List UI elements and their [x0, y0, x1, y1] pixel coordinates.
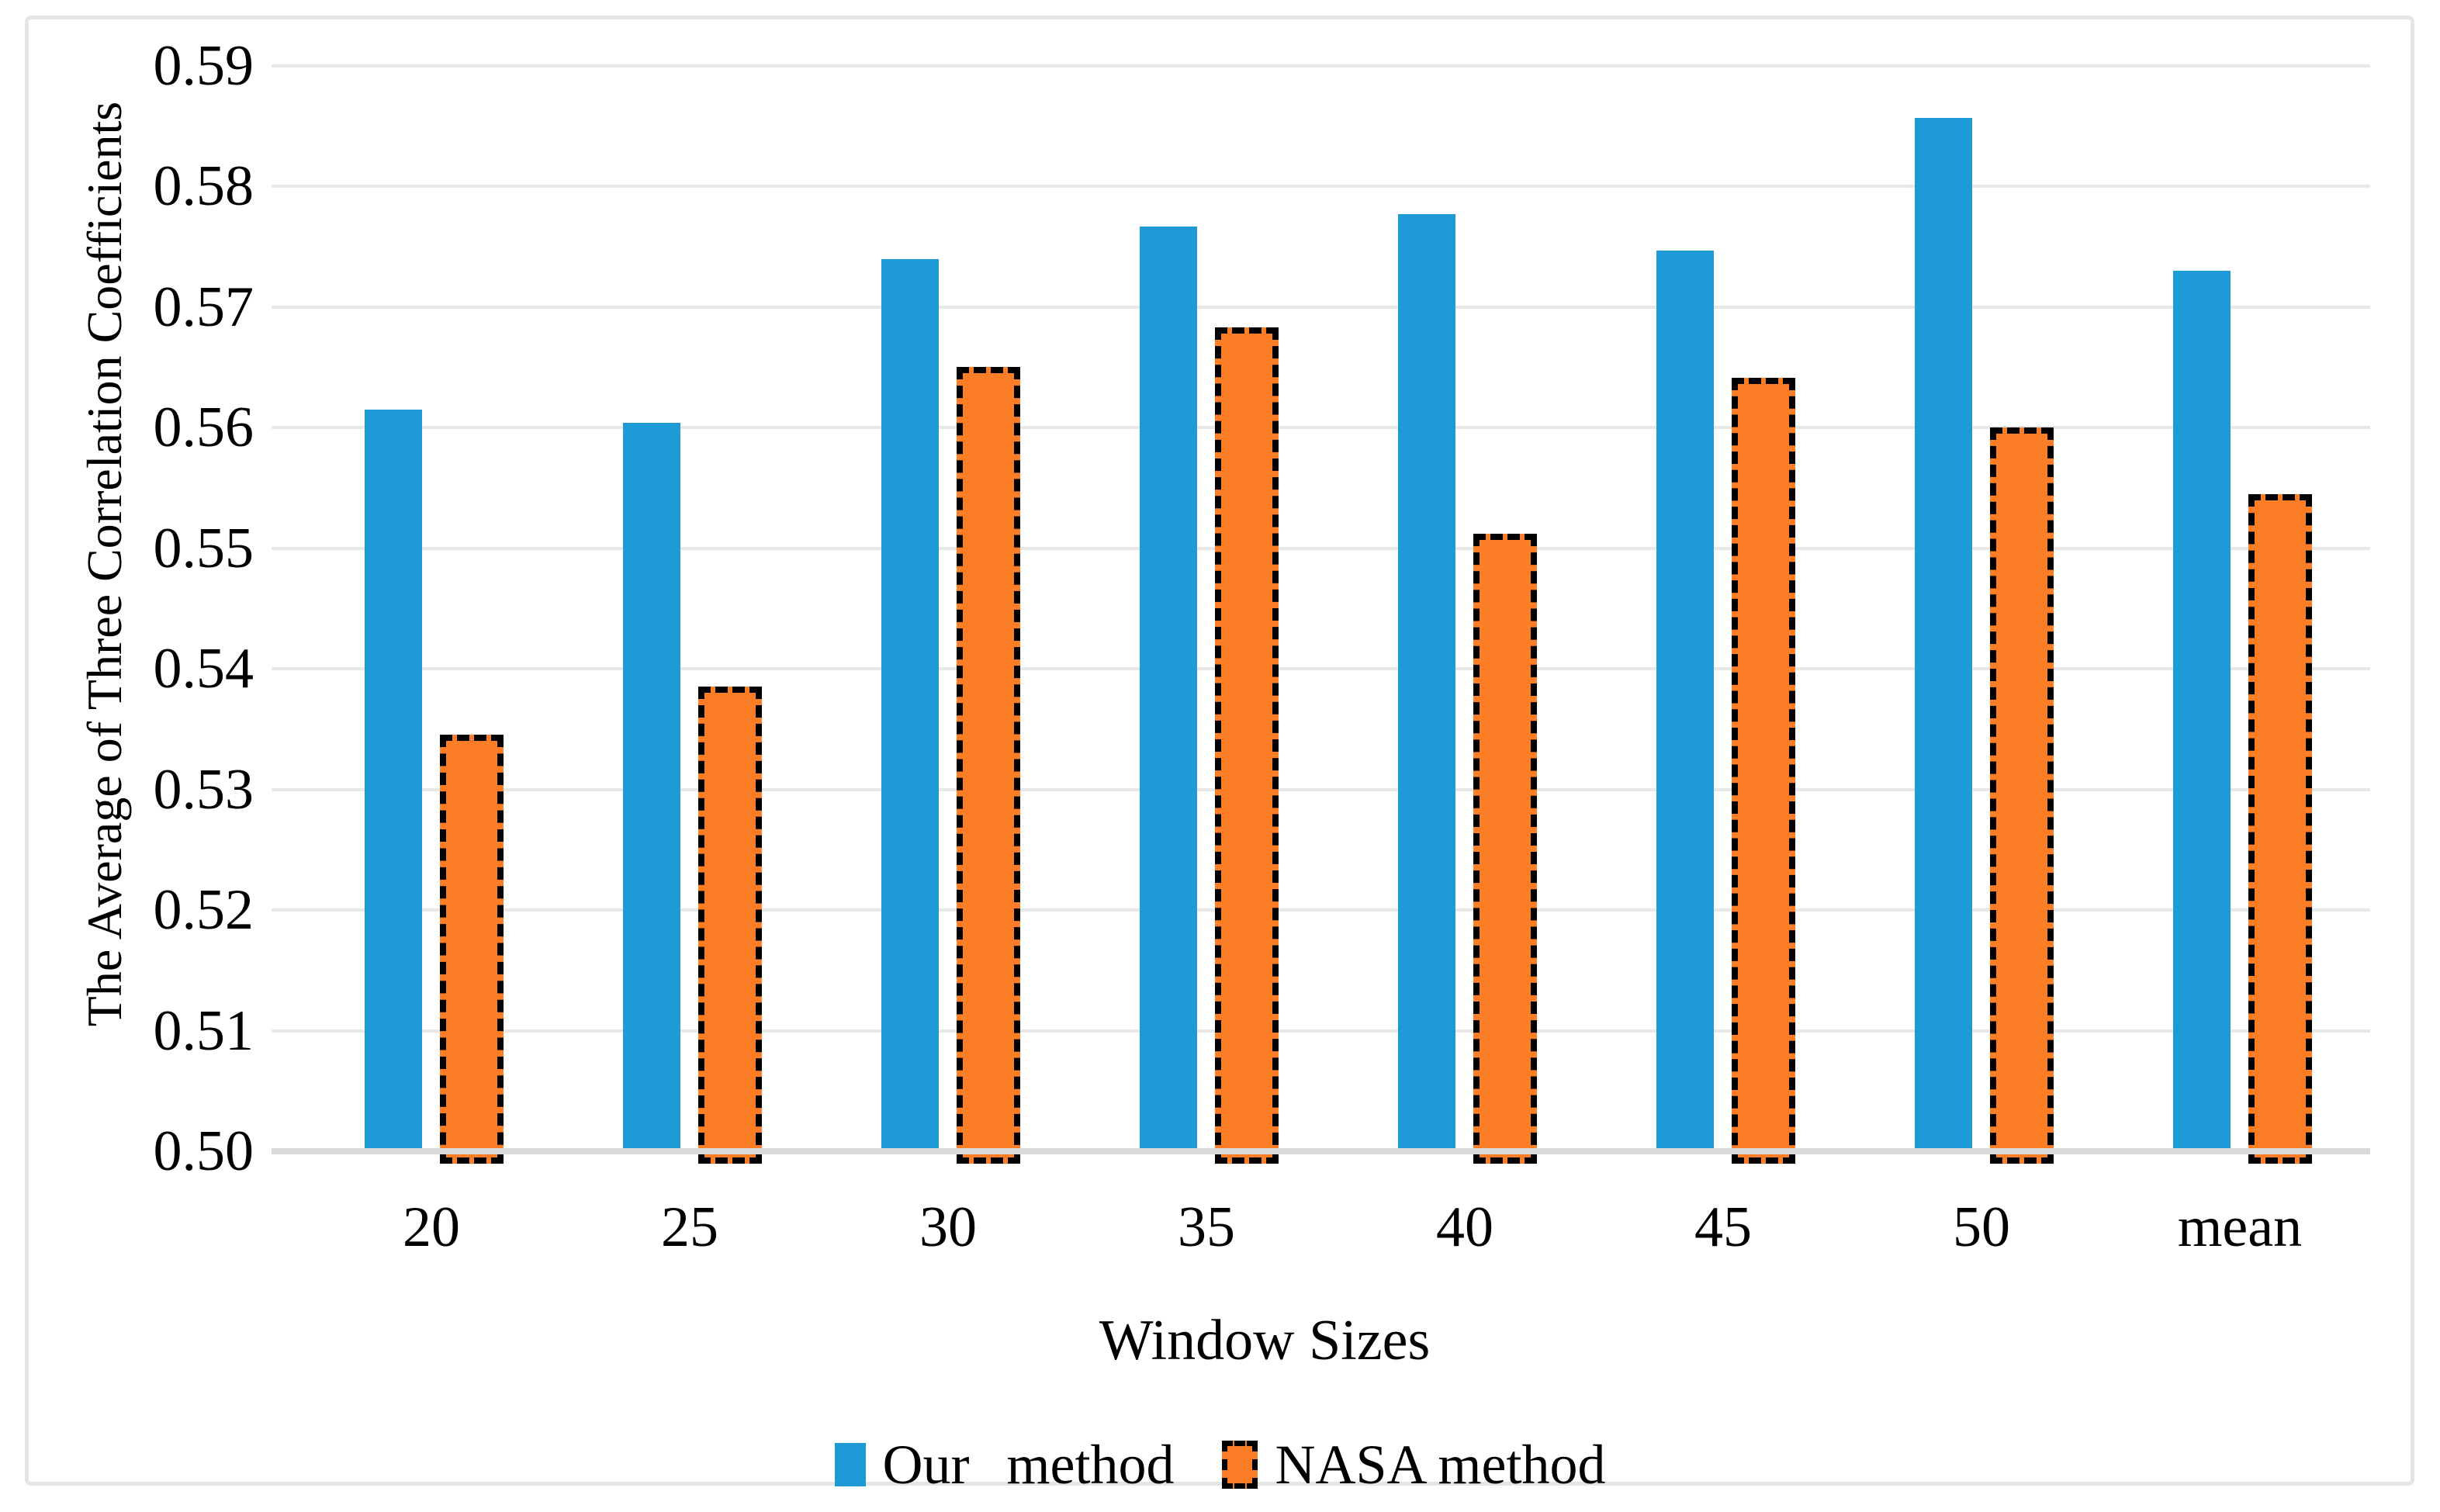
x-tick-label: 20 — [403, 1195, 460, 1259]
bar-our-method-45 — [1656, 250, 1714, 1154]
y-tick-label: 0.50 — [153, 1119, 254, 1183]
nasa-method-swatch-icon — [1222, 1441, 1258, 1489]
y-tick-label: 0.58 — [153, 154, 254, 219]
y-tick-label: 0.52 — [153, 878, 254, 943]
y-tick-label: 0.55 — [153, 516, 254, 580]
legend-label-nasa-method: NASA method — [1275, 1434, 1606, 1496]
bar-our-method-30 — [881, 258, 939, 1154]
our-method-swatch-icon — [834, 1443, 866, 1486]
x-tick-label: 25 — [661, 1195, 718, 1259]
x-tick-label: 45 — [1694, 1195, 1752, 1259]
bar-our-method-35 — [1140, 226, 1197, 1154]
bar-nasa-method-40 — [1473, 533, 1537, 1164]
x-axis-line — [272, 1148, 2370, 1154]
legend-item-nasa-method: NASA method — [1222, 1432, 1605, 1497]
legend: Our method NASA method — [834, 1432, 1605, 1497]
gridline — [272, 667, 2370, 671]
y-tick-label: 0.51 — [153, 998, 254, 1063]
y-tick-label: 0.59 — [153, 34, 254, 98]
x-tick-label: 40 — [1436, 1195, 1493, 1259]
x-tick-label: 30 — [919, 1195, 977, 1259]
y-tick-label: 0.56 — [153, 396, 254, 460]
y-tick-label: 0.53 — [153, 757, 254, 822]
bar-our-method-20 — [365, 410, 422, 1154]
x-tick-label: 50 — [1953, 1195, 2010, 1259]
legend-label-our-method: Our method — [882, 1434, 1175, 1496]
x-tick-label: mean — [2177, 1195, 2303, 1259]
gridline — [272, 787, 2370, 791]
bar-nasa-method-50 — [1990, 427, 2054, 1164]
bar-nasa-method-30 — [957, 367, 1020, 1164]
gridline — [272, 185, 2370, 189]
bar-nasa-method-35 — [1215, 327, 1279, 1164]
gridline — [272, 64, 2370, 67]
bar-nasa-method-20 — [440, 735, 504, 1164]
gridline — [272, 546, 2370, 550]
legend-item-our-method: Our method — [834, 1432, 1175, 1497]
bar-our-method-mean — [2173, 271, 2231, 1154]
bar-our-method-50 — [1915, 117, 1972, 1154]
x-tick-label: 35 — [1178, 1195, 1235, 1259]
y-tick-label: 0.57 — [153, 275, 254, 339]
y-tick-label: 0.54 — [153, 637, 254, 701]
bar-our-method-25 — [623, 423, 680, 1154]
x-axis-title: Window Sizes — [1099, 1309, 1431, 1372]
bar-nasa-method-mean — [2248, 493, 2312, 1164]
gridline — [272, 908, 2370, 912]
gridline — [272, 426, 2370, 430]
bar-nasa-method-25 — [698, 687, 762, 1164]
bar-our-method-40 — [1398, 214, 1455, 1154]
gridline — [272, 305, 2370, 309]
gridline — [272, 1029, 2370, 1033]
bar-nasa-method-45 — [1732, 378, 1795, 1164]
